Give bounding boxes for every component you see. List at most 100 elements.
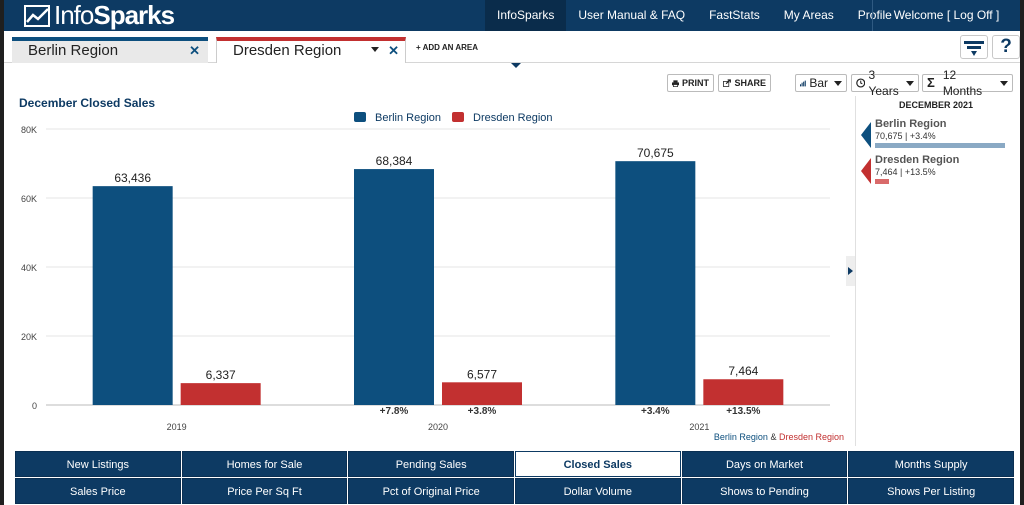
change-label: +3.4% bbox=[641, 406, 670, 417]
bar-value-label: 7,464 bbox=[728, 364, 758, 378]
metric-tab-dollar-volume[interactable]: Dollar Volume bbox=[515, 478, 681, 504]
closed-sales-bar-chart: 0 20K 40K 60K 80K Berlin Region Dresden Region… bbox=[21, 112, 844, 442]
infosparks-logo[interactable]: InfoSparks bbox=[24, 0, 175, 30]
bar-value-label: 63,436 bbox=[114, 171, 151, 185]
printer-icon bbox=[672, 79, 679, 87]
chevron-down-icon[interactable] bbox=[371, 47, 379, 52]
filter-button[interactable] bbox=[960, 35, 988, 59]
nav-my-areas[interactable]: My Areas bbox=[783, 8, 834, 22]
summary-item-berlin[interactable]: Berlin Region 70,675 | +3.4% bbox=[856, 118, 1016, 152]
bar-dresden-region bbox=[180, 383, 261, 405]
y-tick-label: 60K bbox=[21, 194, 37, 204]
chevron-down-icon bbox=[906, 80, 914, 86]
summary-panel: DECEMBER 2021 Berlin Region 70,675 | +3.… bbox=[855, 96, 1020, 446]
range-select[interactable]: 3 Years bbox=[851, 68, 919, 98]
change-label: +13.5% bbox=[726, 406, 760, 417]
y-tick-label: 20K bbox=[21, 332, 37, 342]
metric-tab-sales-price[interactable]: Sales Price bbox=[15, 478, 181, 504]
metric-tab-pct-of-original-price[interactable]: Pct of Original Price bbox=[348, 478, 514, 504]
clock-icon bbox=[856, 78, 866, 88]
period-label: 12 Months bbox=[942, 68, 983, 98]
summary-item-bar bbox=[875, 179, 889, 184]
y-tick-label: 0 bbox=[32, 401, 37, 411]
metric-tab-new-listings[interactable]: New Listings bbox=[15, 451, 181, 477]
close-icon[interactable]: ✕ bbox=[189, 43, 200, 58]
welcome-logoff-link[interactable]: Welcome [ Log Off ] bbox=[872, 0, 1020, 31]
bar-chart-icon bbox=[800, 80, 806, 86]
summary-panel-title: DECEMBER 2021 bbox=[898, 100, 974, 110]
bar-berlin-region bbox=[615, 161, 696, 405]
bar-dresden-region bbox=[703, 379, 784, 405]
area-tab-label: Dresden Region bbox=[233, 42, 342, 59]
summary-item-bar bbox=[875, 143, 1005, 148]
metric-tab-days-on-market[interactable]: Days on Market bbox=[681, 451, 848, 477]
flag-marker-icon bbox=[861, 158, 871, 184]
chevron-down-icon bbox=[834, 80, 842, 86]
area-bar: Berlin Region ✕ Dresden Region ✕ + ADD A… bbox=[4, 31, 1020, 63]
y-tick-label: 80K bbox=[21, 125, 37, 135]
x-tick-label: 2020 bbox=[428, 422, 448, 432]
flag-marker-icon bbox=[861, 122, 871, 148]
area-tab-dresden[interactable]: Dresden Region ✕ bbox=[216, 37, 406, 63]
collapse-toggle-icon[interactable] bbox=[511, 63, 521, 68]
share-icon bbox=[723, 79, 731, 87]
range-label: 3 Years bbox=[868, 68, 899, 98]
metric-tab-months-supply[interactable]: Months Supply bbox=[848, 451, 1014, 477]
bar-dresden-region bbox=[442, 382, 522, 405]
print-label: PRINT bbox=[682, 78, 709, 88]
nav-infosparks[interactable]: InfoSparks bbox=[485, 0, 567, 31]
filter-icon bbox=[964, 41, 984, 56]
summary-item-dresden[interactable]: Dresden Region 7,464 | +13.5% bbox=[856, 154, 1016, 188]
help-button[interactable]: ? bbox=[992, 35, 1020, 59]
bar-berlin-region bbox=[92, 186, 173, 405]
legend-label: Berlin Region bbox=[375, 112, 441, 124]
bar-value-label: 6,337 bbox=[206, 368, 236, 382]
summary-item-value: 7,464 | +13.5% bbox=[875, 167, 936, 177]
chart-title: December Closed Sales bbox=[19, 96, 156, 110]
share-label: SHARE bbox=[734, 78, 766, 88]
change-label: +7.8% bbox=[380, 406, 409, 417]
metric-tab-price-per-sq-ft[interactable]: Price Per Sq Ft bbox=[181, 478, 348, 504]
area-tab-berlin[interactable]: Berlin Region ✕ bbox=[12, 37, 208, 63]
bar-value-label: 68,384 bbox=[376, 154, 413, 168]
bar-value-label: 6,577 bbox=[467, 367, 497, 381]
expand-panel-icon[interactable] bbox=[846, 256, 855, 286]
add-area-button[interactable]: + ADD AN AREA bbox=[416, 43, 479, 52]
logo-chart-icon bbox=[24, 4, 50, 27]
legend-swatch bbox=[354, 112, 366, 122]
period-select[interactable]: Σ 12 Months bbox=[922, 68, 1013, 98]
sigma-icon: Σ bbox=[927, 75, 935, 90]
chart-type-select[interactable]: Bar bbox=[795, 74, 847, 92]
y-tick-label: 40K bbox=[21, 263, 37, 273]
metric-tab-pending-sales[interactable]: Pending Sales bbox=[348, 451, 514, 477]
close-icon[interactable]: ✕ bbox=[388, 43, 399, 58]
legend-label: Dresden Region bbox=[473, 112, 553, 124]
change-label: +3.8% bbox=[468, 406, 497, 417]
bar-value-label: 70,675 bbox=[637, 146, 674, 160]
nav-faststats[interactable]: FastStats bbox=[709, 8, 760, 22]
metric-tab-shows-per-listing[interactable]: Shows Per Listing bbox=[848, 478, 1014, 504]
bar-berlin-region bbox=[354, 169, 434, 405]
x-tick-label: 2021 bbox=[689, 422, 709, 432]
nav-user-manual[interactable]: User Manual & FAQ bbox=[578, 8, 686, 22]
metric-tab-closed-sales[interactable]: Closed Sales bbox=[515, 451, 681, 477]
nav-links: InfoSparks User Manual & FAQ FastStats M… bbox=[485, 0, 904, 31]
summary-item-name: Berlin Region bbox=[875, 118, 947, 130]
x-tick-label: 2019 bbox=[167, 422, 187, 432]
nav-profile[interactable]: Profile bbox=[857, 8, 892, 22]
metric-tab-homes-for-sale[interactable]: Homes for Sale bbox=[181, 451, 348, 477]
area-tab-label: Berlin Region bbox=[28, 42, 119, 59]
top-navigation: InfoSparks InfoSparks User Manual & FAQ … bbox=[4, 0, 1020, 31]
logo-text: InfoSparks bbox=[54, 0, 175, 30]
metric-tabs: New Listings Homes for Sale Pending Sale… bbox=[15, 451, 1014, 504]
summary-item-name: Dresden Region bbox=[875, 154, 960, 166]
metric-tab-shows-to-pending[interactable]: Shows to Pending bbox=[681, 478, 848, 504]
share-button[interactable]: SHARE bbox=[718, 74, 771, 92]
chevron-down-icon bbox=[1000, 80, 1008, 86]
chart-footer-label: Berlin Region & Dresden Region bbox=[714, 432, 844, 442]
summary-item-value: 70,675 | +3.4% bbox=[875, 131, 936, 141]
print-button[interactable]: PRINT bbox=[667, 74, 714, 92]
legend-swatch bbox=[452, 112, 464, 122]
chart-type-label: Bar bbox=[809, 76, 828, 90]
